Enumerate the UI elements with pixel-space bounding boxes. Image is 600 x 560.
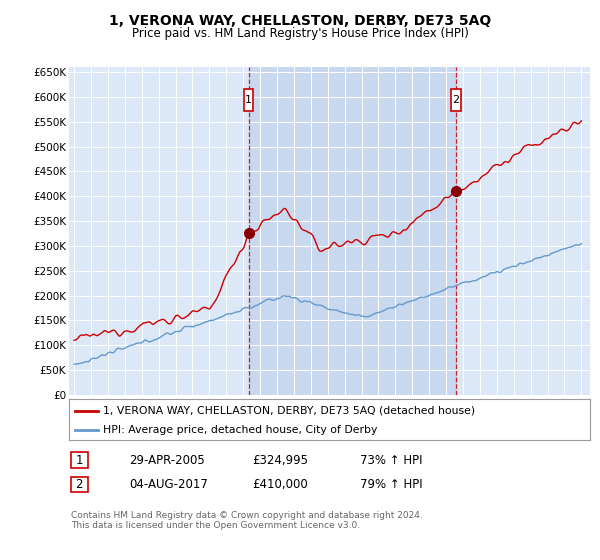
Text: 1: 1	[76, 454, 83, 467]
Text: Contains HM Land Registry data © Crown copyright and database right 2024.
This d: Contains HM Land Registry data © Crown c…	[71, 511, 422, 530]
Text: 2: 2	[76, 478, 83, 491]
Bar	[248, 67, 456, 395]
FancyBboxPatch shape	[244, 89, 253, 111]
Text: 1: 1	[245, 95, 252, 105]
Text: 29-APR-2005: 29-APR-2005	[129, 454, 205, 467]
FancyBboxPatch shape	[451, 89, 461, 111]
Text: £324,995: £324,995	[252, 454, 308, 467]
Text: HPI: Average price, detached house, City of Derby: HPI: Average price, detached house, City…	[103, 424, 377, 435]
Text: 1, VERONA WAY, CHELLASTON, DERBY, DE73 5AQ: 1, VERONA WAY, CHELLASTON, DERBY, DE73 5…	[109, 14, 491, 28]
Text: 2: 2	[452, 95, 460, 105]
Text: 79% ↑ HPI: 79% ↑ HPI	[360, 478, 422, 491]
Text: 04-AUG-2017: 04-AUG-2017	[129, 478, 208, 491]
Text: Price paid vs. HM Land Registry's House Price Index (HPI): Price paid vs. HM Land Registry's House …	[131, 27, 469, 40]
Text: 73% ↑ HPI: 73% ↑ HPI	[360, 454, 422, 467]
Text: 1, VERONA WAY, CHELLASTON, DERBY, DE73 5AQ (detached house): 1, VERONA WAY, CHELLASTON, DERBY, DE73 5…	[103, 405, 475, 416]
Text: £410,000: £410,000	[252, 478, 308, 491]
